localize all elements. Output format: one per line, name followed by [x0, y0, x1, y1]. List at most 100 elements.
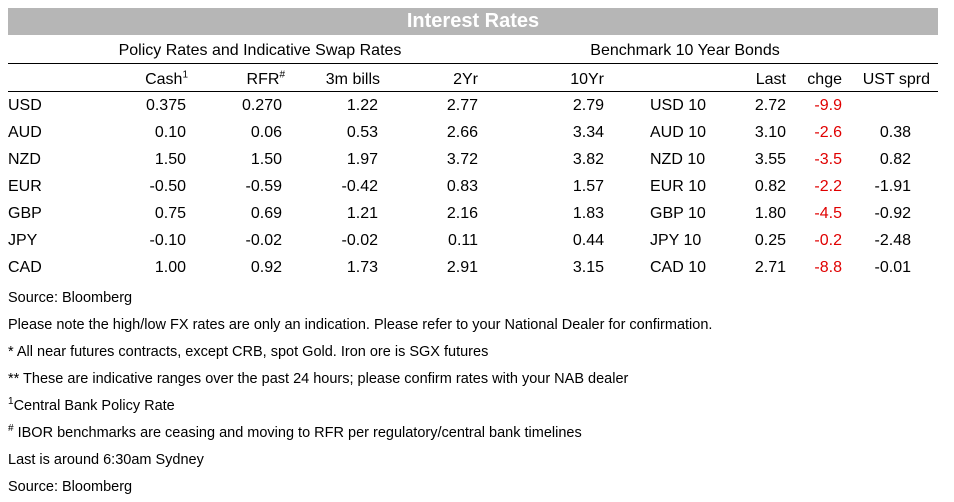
- cell-2yr: 2.77: [446, 97, 478, 114]
- cell-ust-sprd: -2.48: [874, 232, 911, 249]
- footnote: ** These are indicative ranges over the …: [8, 370, 628, 388]
- footnote-text: Source: Bloomberg: [8, 479, 133, 495]
- cell-rfr: 1.50: [250, 151, 282, 168]
- cell-ust-sprd: -1.91: [874, 178, 911, 195]
- footnote: Please note the high/low FX rates are on…: [8, 316, 712, 334]
- cell-2yr: 2.91: [446, 259, 478, 276]
- cell-bond: EUR 10: [650, 178, 707, 195]
- cell-currency: GBP: [8, 205, 42, 222]
- cell-last: 3.55: [754, 151, 786, 168]
- cell-cash: 1.00: [154, 259, 186, 276]
- cell-cash: -0.10: [149, 232, 186, 249]
- footnote: 1Central Bank Policy Rate: [8, 397, 175, 415]
- cell-bond: CAD 10: [650, 259, 707, 276]
- cell-3m-bills: 1.22: [346, 97, 378, 114]
- column-header-rfr: RFR#: [246, 69, 285, 88]
- cell-3m-bills: 0.53: [346, 124, 378, 141]
- cell-chge: -2.2: [814, 178, 842, 195]
- cell-cash: 0.10: [154, 124, 186, 141]
- cell-cash: 0.375: [145, 97, 186, 114]
- column-header-chge: chge: [807, 71, 842, 88]
- footnote: Source: Bloomberg: [8, 478, 132, 496]
- benchmark-bonds-group-header: Benchmark 10 Year Bonds: [590, 42, 780, 59]
- column-header-ust-sprd: UST sprd: [862, 71, 930, 88]
- cell-chge: -2.6: [814, 124, 842, 141]
- cell-last: 1.80: [754, 205, 786, 222]
- cell-10yr: 2.79: [572, 97, 604, 114]
- group-header-rule: [8, 63, 938, 64]
- cell-last: 3.10: [754, 124, 786, 141]
- cell-10yr: 3.15: [572, 259, 604, 276]
- policy-rates-group-header: Policy Rates and Indicative Swap Rates: [118, 42, 402, 59]
- cell-currency: JPY: [8, 232, 38, 249]
- column-header-2yr: 2Yr: [453, 71, 478, 88]
- footnote-marker: 1: [8, 396, 14, 408]
- footnote-text: Source: Bloomberg: [8, 290, 133, 306]
- cell-chge: -9.9: [814, 97, 842, 114]
- cell-currency: CAD: [8, 259, 42, 276]
- footnote-marker: #: [8, 423, 14, 435]
- cell-last: 2.71: [754, 259, 786, 276]
- cell-cash: 0.75: [154, 205, 186, 222]
- column-header-last: Last: [755, 71, 786, 88]
- footnote: Last is around 6:30am Sydney: [8, 451, 204, 469]
- cell-cash: -0.50: [149, 178, 186, 195]
- cell-3m-bills: 1.73: [346, 259, 378, 276]
- footnote-text: Last is around 6:30am Sydney: [8, 452, 204, 468]
- cell-10yr: 0.44: [572, 232, 604, 249]
- cell-currency: AUD: [8, 124, 42, 141]
- cell-ust-sprd: 0.82: [879, 151, 911, 168]
- cell-currency: NZD: [8, 151, 41, 168]
- cell-chge: -4.5: [814, 205, 842, 222]
- cell-10yr: 3.82: [572, 151, 604, 168]
- cell-rfr: 0.06: [250, 124, 282, 141]
- table-title: Interest Rates: [8, 8, 938, 35]
- cell-bond: GBP 10: [650, 205, 706, 222]
- cell-last: 0.25: [754, 232, 786, 249]
- cell-last: 0.82: [754, 178, 786, 195]
- column-header-rule: [8, 91, 938, 92]
- cell-ust-sprd: -0.92: [874, 205, 911, 222]
- footnote: # IBOR benchmarks are ceasing and moving…: [8, 424, 582, 442]
- cell-currency: USD: [8, 97, 42, 114]
- cell-chge: -3.5: [814, 151, 842, 168]
- footnote: Source: Bloomberg: [8, 289, 132, 307]
- column-header-10yr: 10Yr: [570, 71, 604, 88]
- cell-2yr: 0.83: [446, 178, 478, 195]
- cell-2yr: 3.72: [446, 151, 478, 168]
- cell-ust-sprd: 0.38: [879, 124, 911, 141]
- cell-10yr: 1.83: [572, 205, 604, 222]
- cell-chge: -0.2: [814, 232, 842, 249]
- cell-ust-sprd: -0.01: [874, 259, 911, 276]
- footnote-text: Please note the high/low FX rates are on…: [8, 317, 713, 333]
- cell-10yr: 3.34: [572, 124, 604, 141]
- cell-last: 2.72: [754, 97, 786, 114]
- column-header-cash: Cash1: [145, 69, 188, 88]
- cell-currency: EUR: [8, 178, 42, 195]
- footnote-text: * All near futures contracts, except CRB…: [8, 344, 489, 360]
- cell-bond: AUD 10: [650, 124, 707, 141]
- cell-bond: USD 10: [650, 97, 707, 114]
- cell-rfr: -0.02: [245, 232, 282, 249]
- cell-2yr: 2.16: [446, 205, 478, 222]
- cell-rfr: 0.270: [241, 97, 282, 114]
- cell-2yr: 0.11: [448, 232, 478, 249]
- cell-chge: -8.8: [814, 259, 842, 276]
- cell-rfr: 0.92: [250, 259, 282, 276]
- cell-2yr: 2.66: [446, 124, 478, 141]
- cell-3m-bills: 1.21: [346, 205, 378, 222]
- cell-rfr: -0.59: [245, 178, 282, 195]
- cell-10yr: 1.57: [572, 178, 604, 195]
- column-header-3m-bills: 3m bills: [325, 71, 380, 88]
- cell-3m-bills: -0.42: [341, 178, 378, 195]
- cell-cash: 1.50: [154, 151, 186, 168]
- footnote-text: IBOR benchmarks are ceasing and moving t…: [13, 425, 582, 441]
- cell-rfr: 0.69: [250, 205, 282, 222]
- footnote-text: ** These are indicative ranges over the …: [8, 371, 629, 387]
- footnote: * All near futures contracts, except CRB…: [8, 343, 488, 361]
- footnote-text: Central Bank Policy Rate: [13, 398, 175, 414]
- cell-3m-bills: 1.97: [346, 151, 378, 168]
- cell-bond: JPY 10: [650, 232, 702, 249]
- cell-3m-bills: -0.02: [341, 232, 378, 249]
- cell-bond: NZD 10: [650, 151, 706, 168]
